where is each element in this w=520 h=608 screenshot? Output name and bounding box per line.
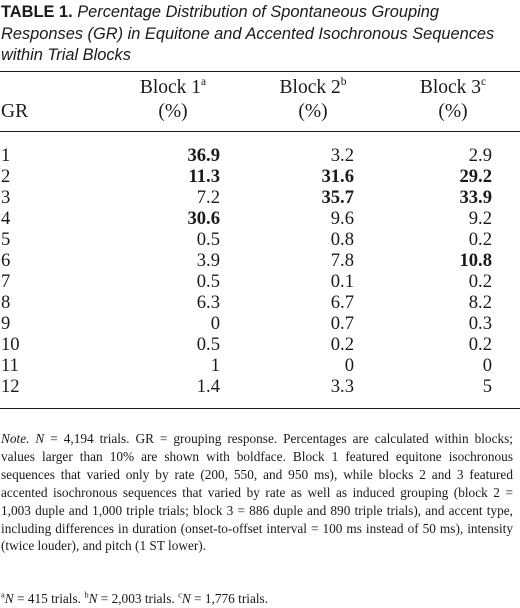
- table-row: 12 1.4 3.3 5: [0, 376, 520, 397]
- block-1-cell: 0.5: [196, 229, 220, 250]
- block-1-cell: 30.6: [187, 208, 220, 229]
- block-1-cell: 36.9: [187, 145, 220, 166]
- block-1-cell: 6.3: [196, 292, 220, 313]
- footnote-c-text: = 1,776 trials.: [190, 591, 269, 606]
- header-block-3-name: Block 3: [419, 77, 482, 98]
- block-1-cell: 7.2: [196, 187, 220, 208]
- table-row: 2 11.3 31.6 29.2: [0, 166, 520, 187]
- gr-cell: 9: [1, 313, 11, 334]
- block-2-cell: 3.3: [330, 376, 354, 397]
- header-block-3-unit: (%): [438, 101, 468, 122]
- table-label: TABLE 1.: [1, 3, 73, 21]
- block-3-cell: 29.2: [459, 166, 492, 187]
- header-block-1: Block 1a (%): [118, 76, 228, 124]
- footnote-b-marker: b: [84, 589, 89, 600]
- gr-cell: 6: [1, 250, 11, 271]
- table-row: 5 0.5 0.8 0.2: [0, 229, 520, 250]
- top-rule: [0, 71, 520, 72]
- header-block-1-name: Block 1: [139, 77, 202, 98]
- block-2-cell: 6.7: [330, 292, 354, 313]
- block-3-cell: 0: [482, 355, 492, 376]
- gr-cell: 1: [1, 145, 11, 166]
- note-text: = 4,194 trials. GR = grouping response. …: [1, 431, 513, 554]
- gr-cell: 8: [1, 292, 11, 313]
- block-3-cell: 33.9: [459, 187, 492, 208]
- header-block-2-sup: b: [340, 75, 347, 88]
- block-1-cell: 0.5: [196, 271, 220, 292]
- table-footnotes: aN = 415 trials. bN = 2,003 trials. cN =…: [1, 590, 516, 607]
- block-2-cell: 35.7: [321, 187, 354, 208]
- header-block-2: Block 2b (%): [258, 76, 368, 124]
- block-2-cell: 0.2: [330, 334, 354, 355]
- table-row: 1 36.9 3.2 2.9: [0, 145, 520, 166]
- block-2-cell: 0: [344, 355, 354, 376]
- note-label: Note.: [1, 431, 30, 446]
- block-3-cell: 10.8: [459, 250, 492, 271]
- gr-cell: 5: [1, 229, 11, 250]
- note-n-var: N: [35, 431, 45, 446]
- block-3-cell: 2.9: [468, 145, 492, 166]
- header-rule: [0, 131, 520, 132]
- table-title: Percentage Distribution of Spontaneous G…: [1, 3, 495, 64]
- block-3-cell: 8.2: [468, 292, 492, 313]
- header-block-2-name: Block 2: [279, 77, 341, 98]
- block-2-cell: 3.2: [330, 145, 354, 166]
- footnote-b-text: = 2,003 trials.: [97, 591, 179, 606]
- table-row: 7 0.5 0.1 0.2: [0, 271, 520, 292]
- block-1-cell: 0: [210, 313, 220, 334]
- footnote-b-var: N: [88, 591, 98, 606]
- header-block-3: Block 3c (%): [398, 76, 508, 124]
- table-row: 4 30.6 9.6 9.2: [0, 208, 520, 229]
- table-note: Note. N = 4,194 trials. GR = grouping re…: [1, 430, 513, 555]
- footnote-a-marker: a: [1, 589, 5, 600]
- header-block-1-sup: a: [201, 75, 207, 88]
- block-3-cell: 5: [482, 376, 492, 397]
- block-3-cell: 0.2: [468, 271, 492, 292]
- footnote-c-marker: c: [178, 589, 182, 600]
- gr-cell: 4: [1, 208, 11, 229]
- block-2-cell: 0.7: [330, 313, 354, 334]
- block-1-cell: 3.9: [196, 250, 220, 271]
- header-block-3-sup: c: [481, 75, 487, 88]
- block-1-cell: 0.5: [196, 334, 220, 355]
- footnote-a-text: = 415 trials.: [13, 591, 85, 606]
- block-3-cell: 9.2: [468, 208, 492, 229]
- header-block-1-unit: (%): [158, 101, 188, 122]
- block-2-cell: 31.6: [321, 166, 354, 187]
- block-2-cell: 0.8: [330, 229, 354, 250]
- gr-cell: 12: [1, 376, 20, 397]
- gr-cell: 3: [1, 187, 11, 208]
- table-row: 6 3.9 7.8 10.8: [0, 250, 520, 271]
- table-row: 8 6.3 6.7 8.2: [0, 292, 520, 313]
- table-row: 10 0.5 0.2 0.2: [0, 334, 520, 355]
- footnote-a-var: N: [4, 591, 14, 606]
- footnote-c-var: N: [181, 591, 191, 606]
- table-caption: TABLE 1. Percentage Distribution of Spon…: [1, 2, 516, 67]
- table-row: 9 0 0.7 0.3: [0, 313, 520, 334]
- header-block-2-unit: (%): [298, 101, 328, 122]
- header-gr: GR: [1, 101, 29, 122]
- block-3-cell: 0.2: [468, 334, 492, 355]
- block-3-cell: 0.2: [468, 229, 492, 250]
- block-2-cell: 0.1: [330, 271, 354, 292]
- table-row: 11 1 0 0: [0, 355, 520, 376]
- gr-cell: 10: [1, 334, 20, 355]
- block-2-cell: 9.6: [330, 208, 354, 229]
- gr-cell: 11: [1, 355, 19, 376]
- gr-cell: 2: [1, 166, 11, 187]
- block-2-cell: 7.8: [330, 250, 354, 271]
- block-1-cell: 11.3: [188, 166, 220, 187]
- table-row: 3 7.2 35.7 33.9: [0, 187, 520, 208]
- block-1-cell: 1.4: [196, 376, 220, 397]
- bottom-rule: [0, 408, 520, 409]
- block-3-cell: 0.3: [468, 313, 492, 334]
- block-1-cell: 1: [210, 355, 220, 376]
- gr-cell: 7: [1, 271, 11, 292]
